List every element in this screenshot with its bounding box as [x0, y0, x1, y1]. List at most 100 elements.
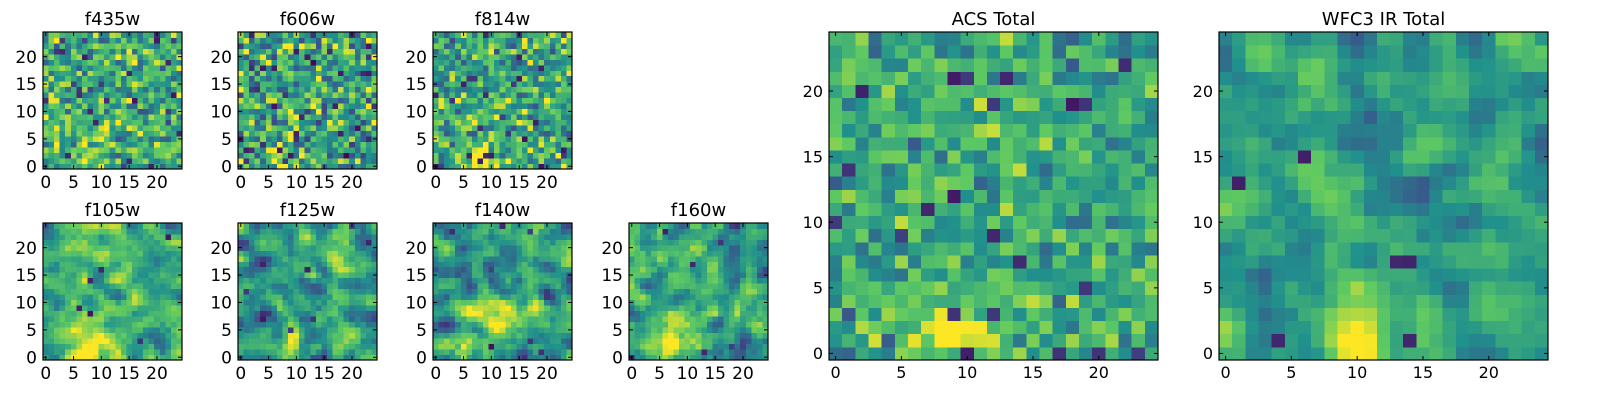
- heatmap-cell: [43, 59, 49, 66]
- heatmap-cell: [81, 261, 88, 268]
- heatmap-cell: [629, 266, 635, 273]
- heatmap-cell: [516, 349, 523, 355]
- heatmap-cell: [538, 294, 545, 301]
- heatmap-cell: [645, 255, 652, 262]
- heatmap-cell: [98, 283, 105, 290]
- heatmap-cell: [48, 147, 55, 153]
- heatmap-cell: [159, 321, 166, 328]
- heatmap-cell: [371, 130, 378, 137]
- heatmap-cell: [332, 244, 339, 251]
- heatmap-cell: [310, 272, 317, 279]
- heatmap-cell: [729, 299, 736, 306]
- heatmap-cell: [104, 97, 111, 104]
- heatmap-cell: [499, 223, 506, 229]
- heatmap-cell: [115, 64, 122, 71]
- heatmap-cell: [65, 64, 72, 71]
- x-tick-label: 0: [430, 173, 441, 193]
- heatmap-cell: [455, 255, 462, 262]
- heatmap-cell: [43, 305, 49, 312]
- heatmap-cell: [934, 202, 948, 217]
- heatmap-cell: [276, 266, 283, 273]
- heatmap-cell: [59, 250, 66, 257]
- heatmap-cell: [723, 244, 730, 251]
- heatmap-cell: [701, 294, 708, 301]
- heatmap-cell: [444, 228, 451, 235]
- heatmap-cell: [243, 42, 250, 49]
- heatmap-cell: [1000, 189, 1014, 203]
- heatmap-cell: [527, 92, 534, 99]
- heatmap-cell: [254, 299, 261, 306]
- heatmap-cell: [762, 294, 769, 301]
- heatmap-cell: [690, 321, 697, 328]
- heatmap-cell: [842, 346, 856, 361]
- heatmap-cell: [527, 332, 534, 339]
- heatmap-cell: [304, 343, 311, 350]
- heatmap-cell: [466, 125, 473, 132]
- heatmap-cell: [662, 305, 669, 312]
- heatmap-cell: [70, 228, 77, 235]
- heatmap-cell: [684, 316, 691, 323]
- heatmap-cell: [54, 294, 61, 301]
- heatmap-cell: [249, 97, 256, 104]
- heatmap-cell: [701, 305, 708, 312]
- heatmap-cell: [249, 92, 256, 99]
- heatmap-cell: [455, 64, 462, 71]
- heatmap-cell: [288, 305, 294, 312]
- heatmap-cell: [555, 321, 562, 328]
- heatmap-cell: [249, 130, 256, 137]
- heatmap-cell: [527, 42, 534, 49]
- heatmap-cell: [154, 48, 161, 55]
- heatmap-cell: [254, 136, 261, 142]
- heatmap-cell: [326, 288, 333, 295]
- heatmap-cell: [690, 277, 697, 284]
- heatmap-cell: [881, 150, 896, 164]
- heatmap-cell: [265, 244, 272, 251]
- heatmap-cell: [444, 338, 451, 344]
- heatmap-cell: [260, 75, 267, 82]
- heatmap-cell: [249, 70, 256, 77]
- heatmap-cell: [254, 152, 261, 159]
- heatmap-cell: [165, 327, 172, 333]
- heatmap-cell: [76, 233, 83, 240]
- heatmap-cell: [483, 64, 489, 71]
- heatmap-cell: [365, 354, 372, 361]
- heatmap-cell: [640, 228, 647, 235]
- heatmap-cell: [555, 108, 562, 115]
- heatmap-cell: [326, 272, 333, 279]
- heatmap-cell: [338, 332, 345, 339]
- heatmap-cell: [762, 277, 769, 284]
- heatmap-cell: [148, 86, 155, 93]
- heatmap-cell: [1118, 268, 1133, 282]
- heatmap-cell: [734, 327, 741, 333]
- heatmap-cell: [466, 37, 473, 44]
- heatmap-cell: [521, 255, 528, 262]
- heatmap-cell: [70, 233, 77, 240]
- heatmap-cell: [93, 239, 99, 246]
- heatmap-cell: [170, 108, 177, 115]
- heatmap-cell: [549, 349, 556, 355]
- heatmap-cell: [131, 53, 138, 60]
- heatmap-cell: [751, 228, 758, 235]
- heatmap-cell: [365, 59, 372, 66]
- heatmap-cell: [634, 343, 641, 350]
- heatmap-cell: [115, 152, 122, 159]
- heatmap-cell: [321, 349, 328, 355]
- heatmap-cell: [751, 349, 758, 355]
- heatmap-cell: [510, 59, 517, 66]
- heatmap-cell: [444, 288, 451, 295]
- heatmap-cell: [76, 42, 83, 49]
- heatmap-cell: [555, 299, 562, 306]
- heatmap-cell: [282, 223, 289, 229]
- heatmap-cell: [855, 189, 869, 203]
- heatmap-cell: [679, 338, 685, 344]
- heatmap-cell: [673, 250, 680, 257]
- heatmap-cell: [371, 332, 378, 339]
- heatmap-cell: [271, 97, 278, 104]
- heatmap-cell: [131, 266, 138, 273]
- heatmap-cell: [460, 228, 467, 235]
- heatmap-cell: [271, 147, 278, 153]
- heatmap-cell: [645, 327, 652, 333]
- heatmap-cell: [137, 147, 144, 153]
- heatmap-cell: [48, 354, 55, 361]
- heatmap-cell: [104, 158, 111, 164]
